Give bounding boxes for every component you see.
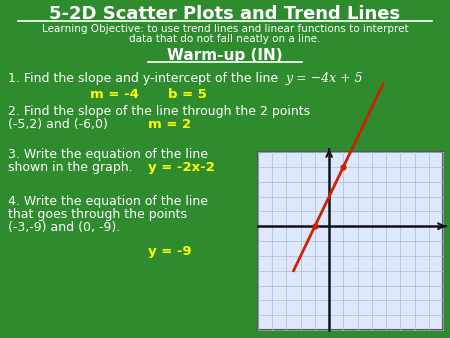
Text: that goes through the points: that goes through the points [8, 208, 187, 221]
Text: Learning Objective: to use trend lines and linear functions to interpret: Learning Objective: to use trend lines a… [42, 24, 408, 34]
Text: 4. Write the equation of the line: 4. Write the equation of the line [8, 195, 208, 208]
Bar [258, 152, 443, 330]
Text: Warm-up (IN): Warm-up (IN) [167, 48, 283, 63]
Text: 5-2D Scatter Plots and Trend Lines: 5-2D Scatter Plots and Trend Lines [50, 5, 400, 23]
Text: 3. Write the equation of the line: 3. Write the equation of the line [8, 148, 208, 161]
Text: data that do not fall neatly on a line.: data that do not fall neatly on a line. [129, 34, 321, 44]
Text: y = −4x + 5: y = −4x + 5 [285, 72, 363, 85]
Text: (-3,-9) and (0, -9).: (-3,-9) and (0, -9). [8, 221, 120, 234]
Text: m = 2: m = 2 [148, 118, 191, 131]
Text: y = -9: y = -9 [148, 245, 192, 258]
Text: y = -2x-2: y = -2x-2 [148, 161, 215, 174]
Text: b = 5: b = 5 [168, 88, 207, 101]
Text: 2. Find the slope of the line through the 2 points: 2. Find the slope of the line through th… [8, 105, 310, 118]
Text: (-5,2) and (-6,0): (-5,2) and (-6,0) [8, 118, 108, 131]
Text: 1. Find the slope and y-intercept of the line: 1. Find the slope and y-intercept of the… [8, 72, 278, 85]
Text: m = -4: m = -4 [90, 88, 139, 101]
Text: shown in the graph.: shown in the graph. [8, 161, 133, 174]
